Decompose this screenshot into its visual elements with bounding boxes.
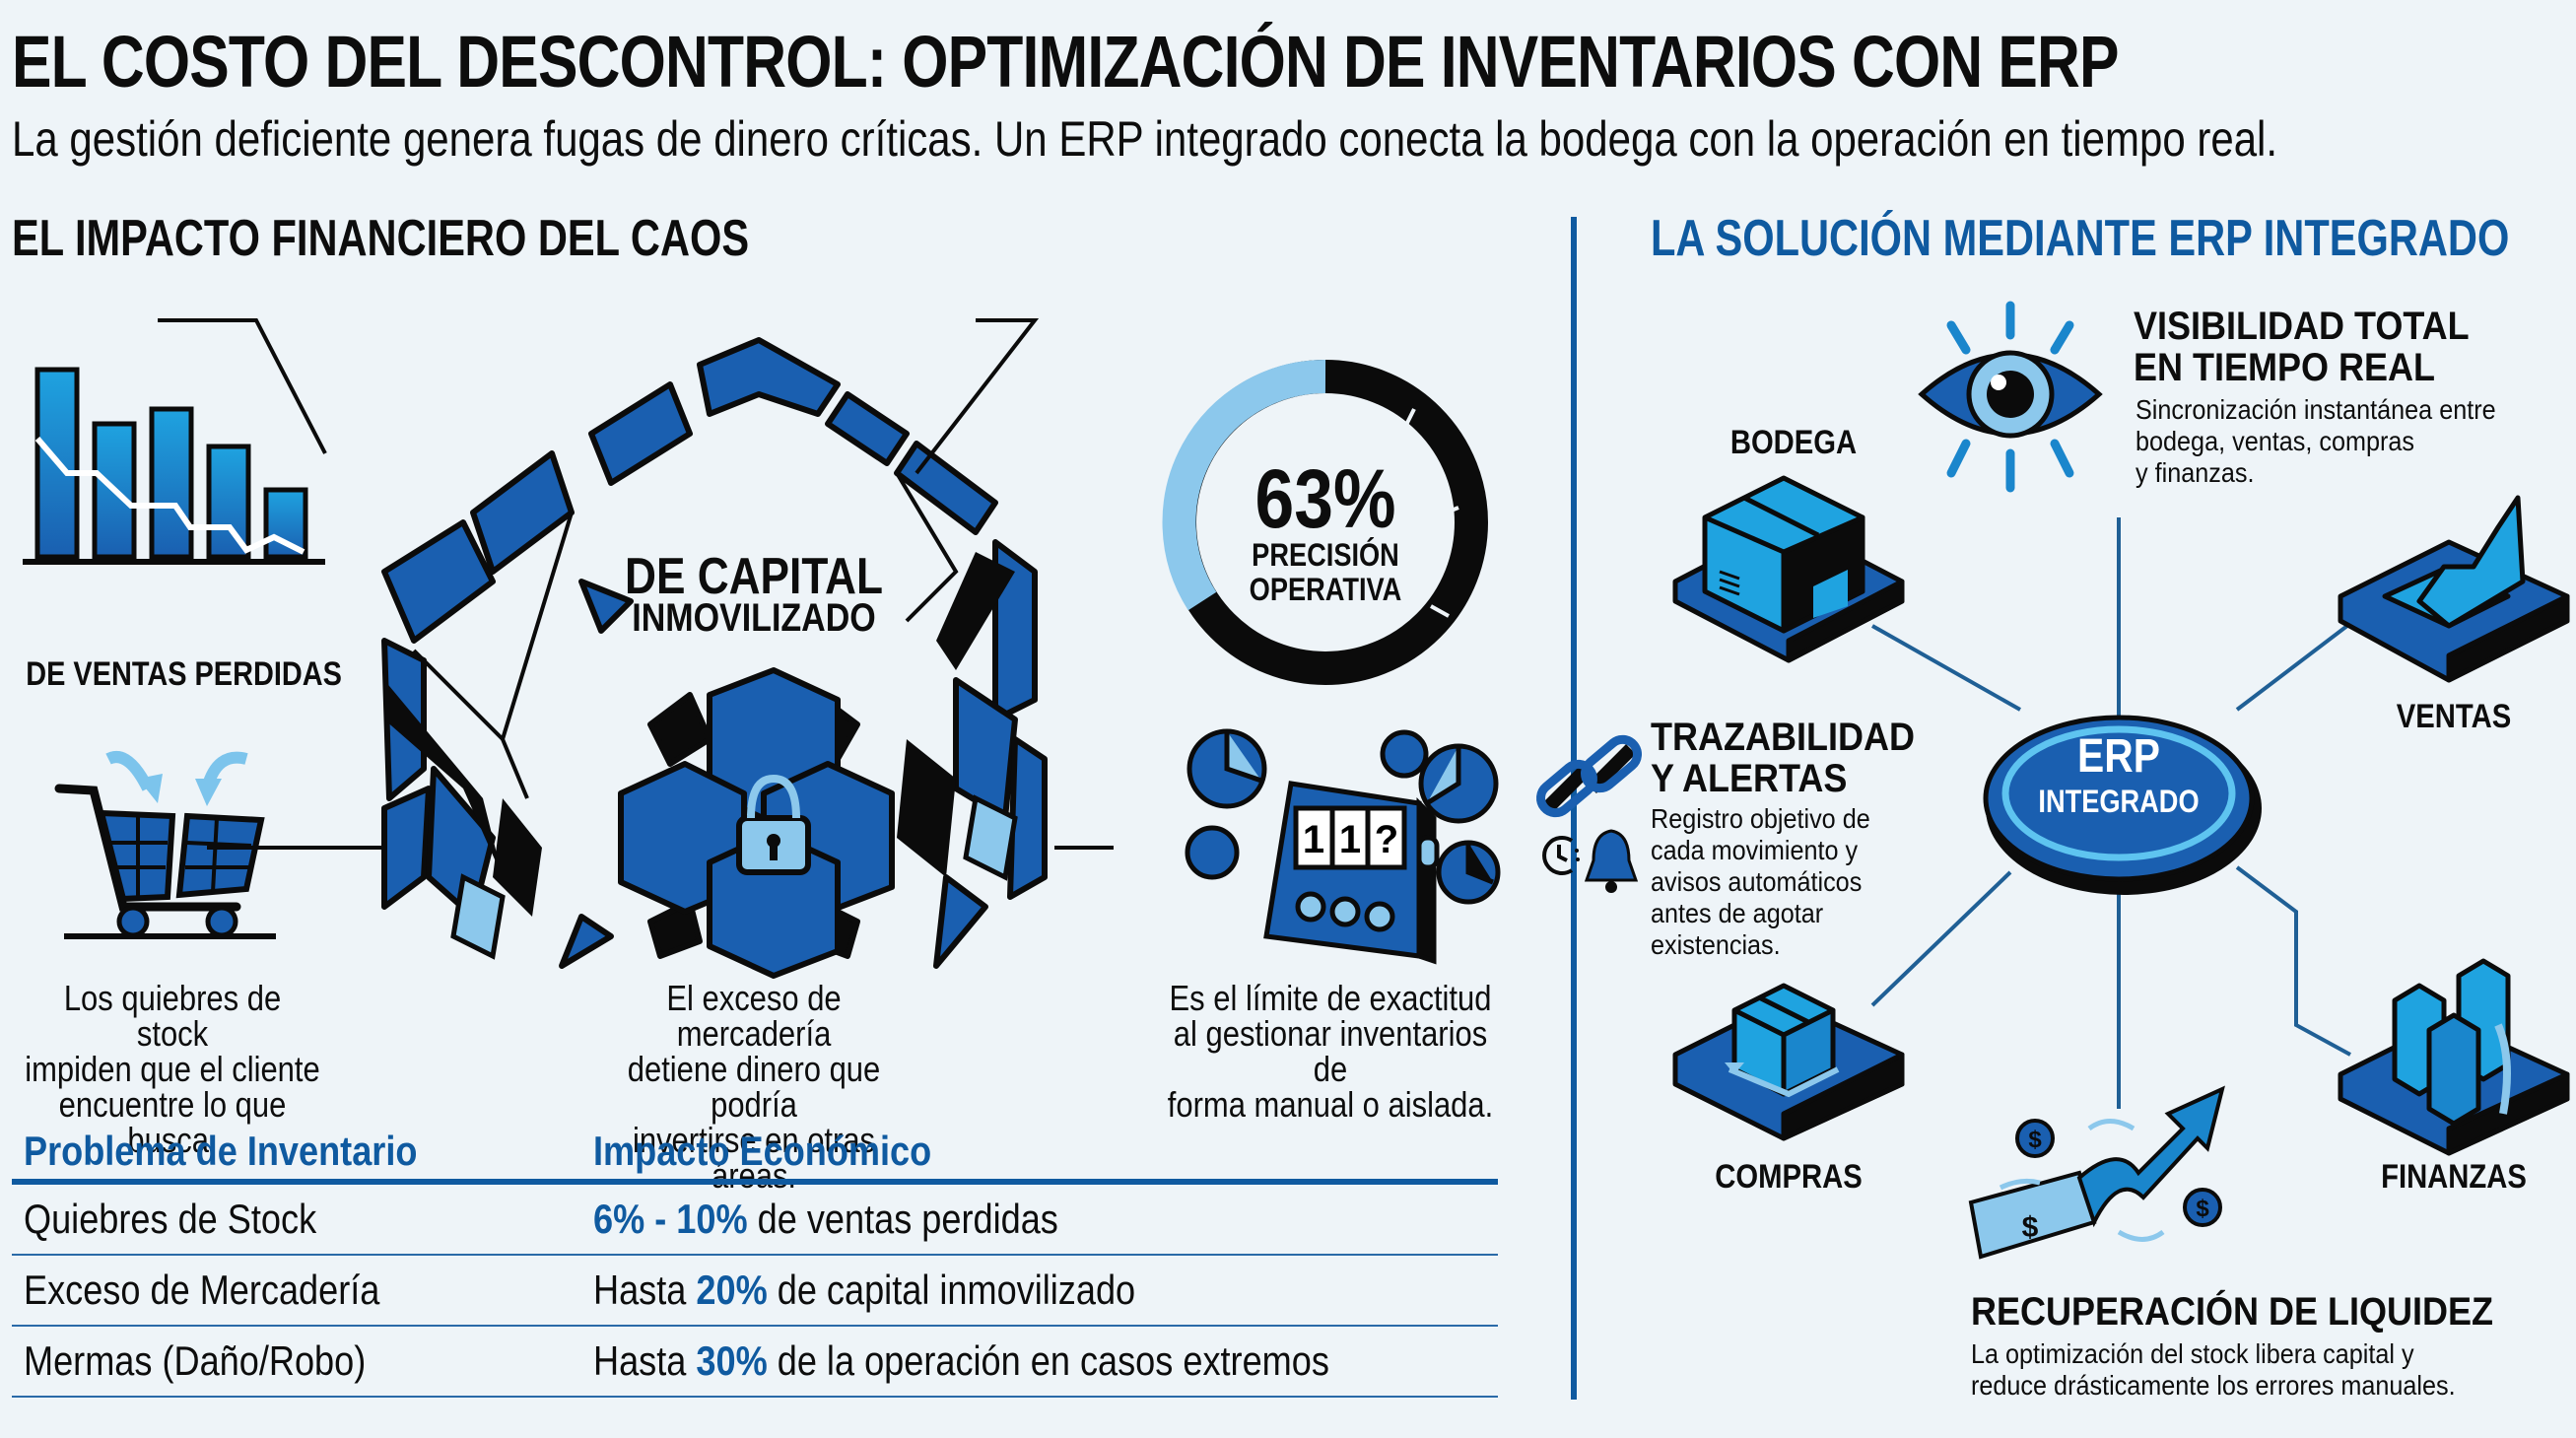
- svg-text:$: $: [2196, 1196, 2209, 1222]
- impact-highlight: 6% - 10%: [593, 1196, 748, 1242]
- liquidity-title: RECUPERACIÓN DE LIQUIDEZ: [1971, 1290, 2494, 1334]
- node-label-ventas: VENTAS: [2396, 698, 2512, 735]
- table-row: Quiebres de Stock 6% - 10% de ventas per…: [12, 1185, 1498, 1256]
- section-divider: [1571, 217, 1577, 1400]
- node-label-bodega: BODEGA: [1729, 424, 1858, 461]
- sales-chart-icon: [2338, 495, 2570, 683]
- erp-hub-line1: ERP: [2077, 730, 2160, 783]
- precision-value: 63%: [1254, 452, 1396, 545]
- slot-reel-2: 1: [1339, 818, 1361, 861]
- table-row: Mermas (Daño/Robo) Hasta 30% de la opera…: [12, 1327, 1498, 1398]
- broken-cart-icon: [54, 751, 276, 939]
- impact-table: Problema de Inventario Impacto Económico…: [12, 1124, 1498, 1398]
- traceability-body: Registro objetivo de cada movimiento y a…: [1651, 803, 1870, 960]
- table-header-row: Problema de Inventario Impacto Económico: [12, 1124, 1498, 1185]
- impact-highlight: 30%: [696, 1337, 768, 1384]
- bell-icon: [1584, 829, 1639, 893]
- erp-hub-disc: [1983, 715, 2262, 895]
- page-title: EL COSTO DEL DESCONTROL: OPTIMIZACIÓN DE…: [12, 21, 2120, 103]
- node-label-finanzas: FINANZAS: [2381, 1158, 2527, 1196]
- chain-link-icon: [1536, 734, 1642, 818]
- svg-text:$: $: [2022, 1211, 2039, 1244]
- erp-hub-line2: INTEGRADO: [2038, 784, 2200, 819]
- node-label-compras: COMPRAS: [1715, 1158, 1863, 1196]
- lost-sales-label: DE VENTAS PERDIDAS: [26, 655, 342, 693]
- declining-bar-chart-icon: [23, 367, 325, 565]
- table-row: Exceso de Mercadería Hasta 20% de capita…: [12, 1256, 1498, 1327]
- precision-label-line2: OPERATIVA: [1249, 572, 1402, 607]
- capital-label-line2: INMOVILIZADO: [632, 596, 876, 640]
- lost-sales-caption: Los quiebres de stock impiden que el cli…: [25, 978, 320, 1160]
- page-subtitle: La gestión deficiente genera fugas de di…: [12, 111, 2278, 167]
- slot-reel-1: 1: [1303, 818, 1324, 861]
- precision-donut-chart: [1162, 359, 1488, 685]
- traceability-title: TRAZABILIDAD Y ALERTAS: [1651, 716, 1915, 800]
- capital-caption: El exceso de mercadería detiene dinero q…: [627, 978, 881, 1196]
- precision-caption: Es el límite de exactitud al gestionar i…: [1167, 978, 1494, 1125]
- capital-label-line1: DE CAPITAL: [625, 548, 883, 605]
- visibility-body: Sincronización instantánea entre bodega,…: [2135, 394, 2496, 488]
- slot-reel-3: ?: [1375, 818, 1398, 861]
- table-header-impact: Impacto Económico: [593, 1128, 932, 1174]
- finance-bars-icon: [2338, 958, 2570, 1156]
- precision-label-line1: PRECISIÓN: [1252, 537, 1399, 573]
- left-section-heading: EL IMPACTO FINANCIERO DEL CAOS: [12, 210, 750, 267]
- table-header-problem: Problema de Inventario: [24, 1128, 418, 1174]
- svg-text:$: $: [2028, 1127, 2042, 1153]
- money-arrow-up-icon: $ $ $: [1968, 1085, 2225, 1260]
- visibility-title: VISIBILIDAD TOTAL EN TIEMPO REAL: [2134, 305, 2470, 389]
- right-section-heading: LA SOLUCIÓN MEDIANTE ERP INTEGRADO: [1651, 210, 2510, 267]
- liquidity-body: La optimización del stock libera capital…: [1971, 1338, 2456, 1401]
- locked-boxes-icon: [618, 667, 895, 979]
- eye-icon: [1918, 301, 2103, 493]
- slot-machine-icon: 1 1 ?: [1185, 728, 1501, 965]
- warehouse-box-icon: [1672, 475, 1905, 663]
- clock-icon: [1542, 836, 1580, 875]
- impact-highlight: 20%: [696, 1267, 768, 1313]
- purchasing-box-icon: [1672, 983, 1905, 1141]
- broken-house-frame-illustration: [158, 318, 1114, 969]
